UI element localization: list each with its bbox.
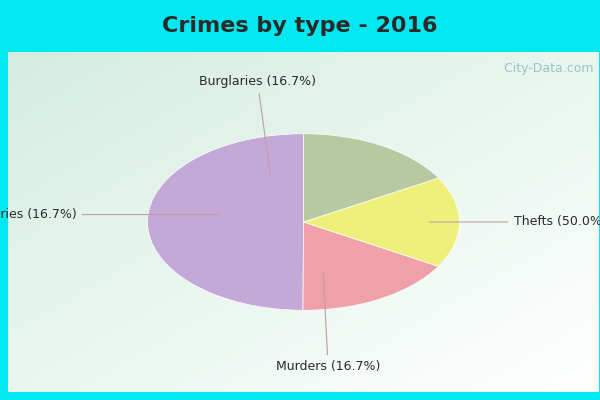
Text: City-Data.com: City-Data.com xyxy=(500,62,593,75)
Wedge shape xyxy=(304,134,439,222)
Text: Burglaries (16.7%): Burglaries (16.7%) xyxy=(199,75,316,175)
Wedge shape xyxy=(304,178,460,266)
Text: Thefts (50.0%): Thefts (50.0%) xyxy=(430,216,600,228)
Text: Murders (16.7%): Murders (16.7%) xyxy=(276,273,380,373)
Wedge shape xyxy=(148,134,304,310)
Text: Robberies (16.7%): Robberies (16.7%) xyxy=(0,208,218,221)
Text: Crimes by type - 2016: Crimes by type - 2016 xyxy=(162,16,438,36)
Wedge shape xyxy=(303,222,439,310)
